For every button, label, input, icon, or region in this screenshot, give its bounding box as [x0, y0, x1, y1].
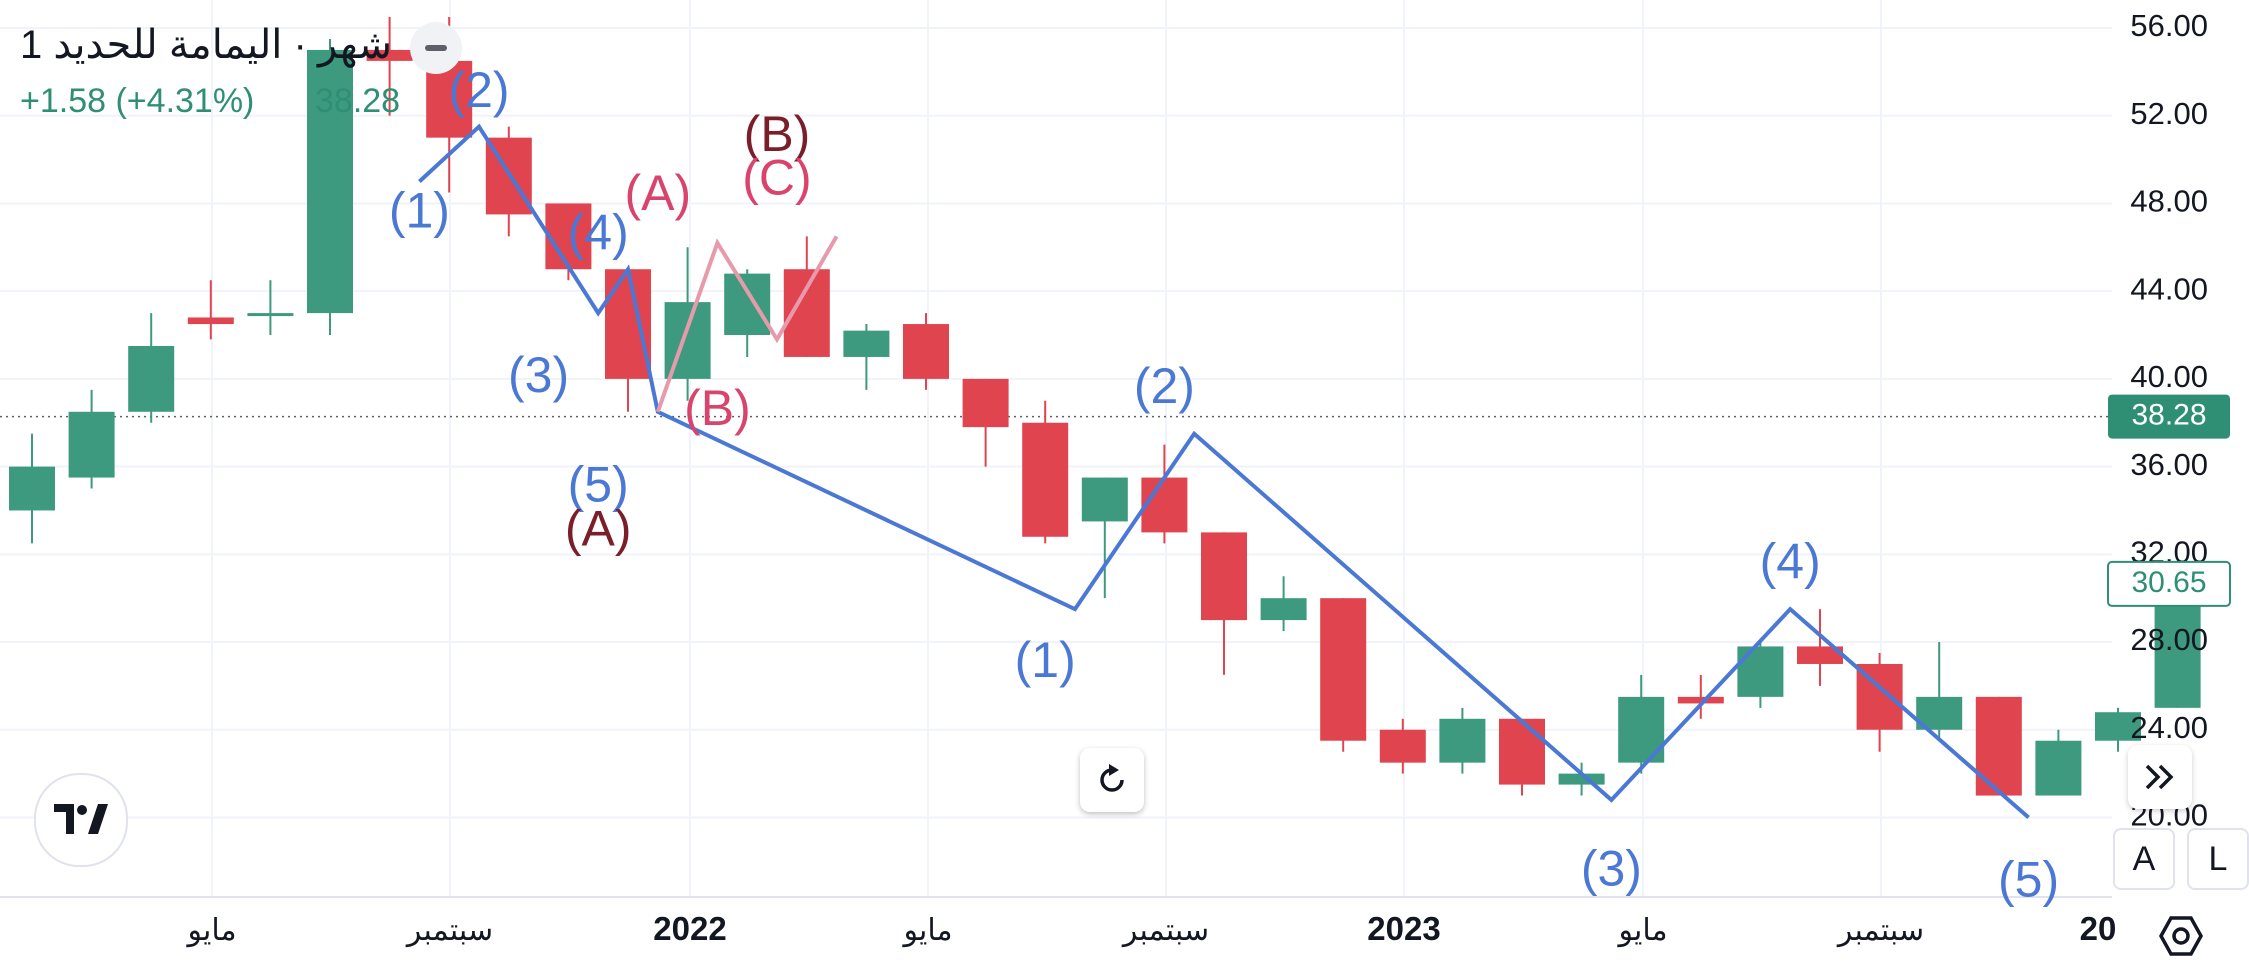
candle	[1022, 400, 1069, 544]
time-tick: سبتمبر	[1836, 914, 1924, 947]
price-tick: 40.00	[2130, 359, 2208, 394]
candle	[128, 313, 175, 423]
candle	[187, 280, 234, 340]
scroll-to-realtime-icon[interactable]	[2128, 745, 2192, 809]
candle	[366, 17, 413, 116]
wave-label[interactable]: (B)	[684, 380, 751, 436]
time-tick: 20	[2080, 910, 2117, 947]
candle	[783, 236, 830, 357]
time-tick: 2022	[653, 910, 726, 947]
wave-label[interactable]: (1)	[389, 183, 450, 239]
reset-chart-icon[interactable]	[1080, 748, 1144, 812]
candle	[962, 378, 1009, 467]
collapse-icon[interactable]	[410, 22, 462, 74]
price-tick: 24.00	[2130, 710, 2208, 745]
candle	[1141, 444, 1188, 544]
svg-text:30.65: 30.65	[2131, 566, 2206, 599]
secondary-price-label: 30.65	[2107, 560, 2231, 607]
candle	[1916, 642, 1963, 741]
price-change: +1.58 (+4.31%)	[20, 82, 255, 120]
time-tick: مايو	[185, 914, 236, 947]
time-axis: مايو سبتمبر 2022 مايو سبتمبر 2023 مايو سبتمبر 20	[185, 910, 2116, 947]
wave-label[interactable]: (4)	[568, 205, 629, 261]
elliott-wave-drawings	[418, 123, 2030, 819]
candle	[605, 269, 651, 412]
wave-label[interactable]: (5)	[1998, 851, 2059, 907]
svg-text:38.28: 38.28	[2131, 399, 2206, 432]
wave-label[interactable]: (1)	[1015, 632, 1076, 688]
time-tick: سبتمبر	[405, 914, 493, 947]
time-tick: مايو	[901, 914, 952, 947]
wave-line-primary[interactable]	[418, 123, 2030, 819]
candle	[9, 433, 55, 544]
candle	[1379, 718, 1426, 774]
candle	[1320, 598, 1367, 752]
candle	[2035, 729, 2082, 796]
price-tick: 56.00	[2130, 8, 2208, 43]
candle	[1201, 532, 1247, 675]
candle	[1975, 696, 2022, 796]
wave-label[interactable]: (3)	[508, 347, 569, 403]
candle	[1499, 718, 1545, 796]
candle	[1081, 477, 1128, 599]
candle	[843, 324, 890, 390]
candle	[2095, 707, 2141, 752]
candle	[1737, 642, 1784, 708]
candle	[1677, 674, 1724, 719]
settings-icon[interactable]	[2157, 912, 2205, 960]
log-scale-button[interactable]: L	[2187, 828, 2249, 890]
candle	[545, 203, 592, 281]
candle	[1558, 762, 1605, 796]
wave-label[interactable]: (B)	[744, 106, 811, 162]
candle	[1439, 707, 1486, 774]
wave-label[interactable]: (4)	[1760, 533, 1821, 589]
candle	[247, 280, 294, 336]
candle	[903, 313, 949, 390]
price-tick: 28.00	[2130, 622, 2208, 657]
current-price: 38.28	[315, 82, 401, 120]
wave-labels: (1)(2)(3)(4)(5)(A)(A)(B)(B)(C)(1)(2)(3)(…	[389, 62, 2059, 907]
wave-label[interactable]: (A)	[624, 165, 691, 221]
candle	[724, 269, 771, 357]
wave-label[interactable]: (5)	[568, 457, 629, 513]
wave-label[interactable]: (A)	[565, 501, 632, 557]
candle	[485, 126, 532, 237]
wave-line-correction[interactable]	[655, 235, 839, 413]
price-tick: 48.00	[2130, 184, 2208, 219]
candle	[307, 38, 353, 336]
wave-label[interactable]: (2)	[448, 62, 509, 118]
wave-label[interactable]: (C)	[742, 150, 811, 206]
candle	[1618, 674, 1665, 774]
auto-scale-button[interactable]: A	[2113, 828, 2175, 890]
price-tick: 44.00	[2130, 271, 2208, 306]
last-price-label: 38.28	[2108, 394, 2230, 439]
price-tick: 52.00	[2130, 96, 2208, 131]
candle	[1797, 609, 1843, 686]
wave-label[interactable]: (2)	[1134, 358, 1195, 414]
symbol-title[interactable]: شهر · اليمامة للحديد 1	[20, 23, 392, 67]
time-tick: 2023	[1367, 910, 1440, 947]
price-axis: 56.0052.0048.0044.0040.0036.0032.0028.00…	[2107, 8, 2231, 833]
candle	[68, 389, 115, 489]
price-tick: 36.00	[2130, 447, 2208, 482]
wave-label[interactable]: (3)	[1581, 841, 1642, 897]
candle	[1260, 576, 1307, 632]
tradingview-logo-icon[interactable]	[34, 773, 128, 867]
time-tick: مايو	[1616, 914, 1667, 947]
time-tick: سبتمبر	[1121, 914, 1209, 947]
